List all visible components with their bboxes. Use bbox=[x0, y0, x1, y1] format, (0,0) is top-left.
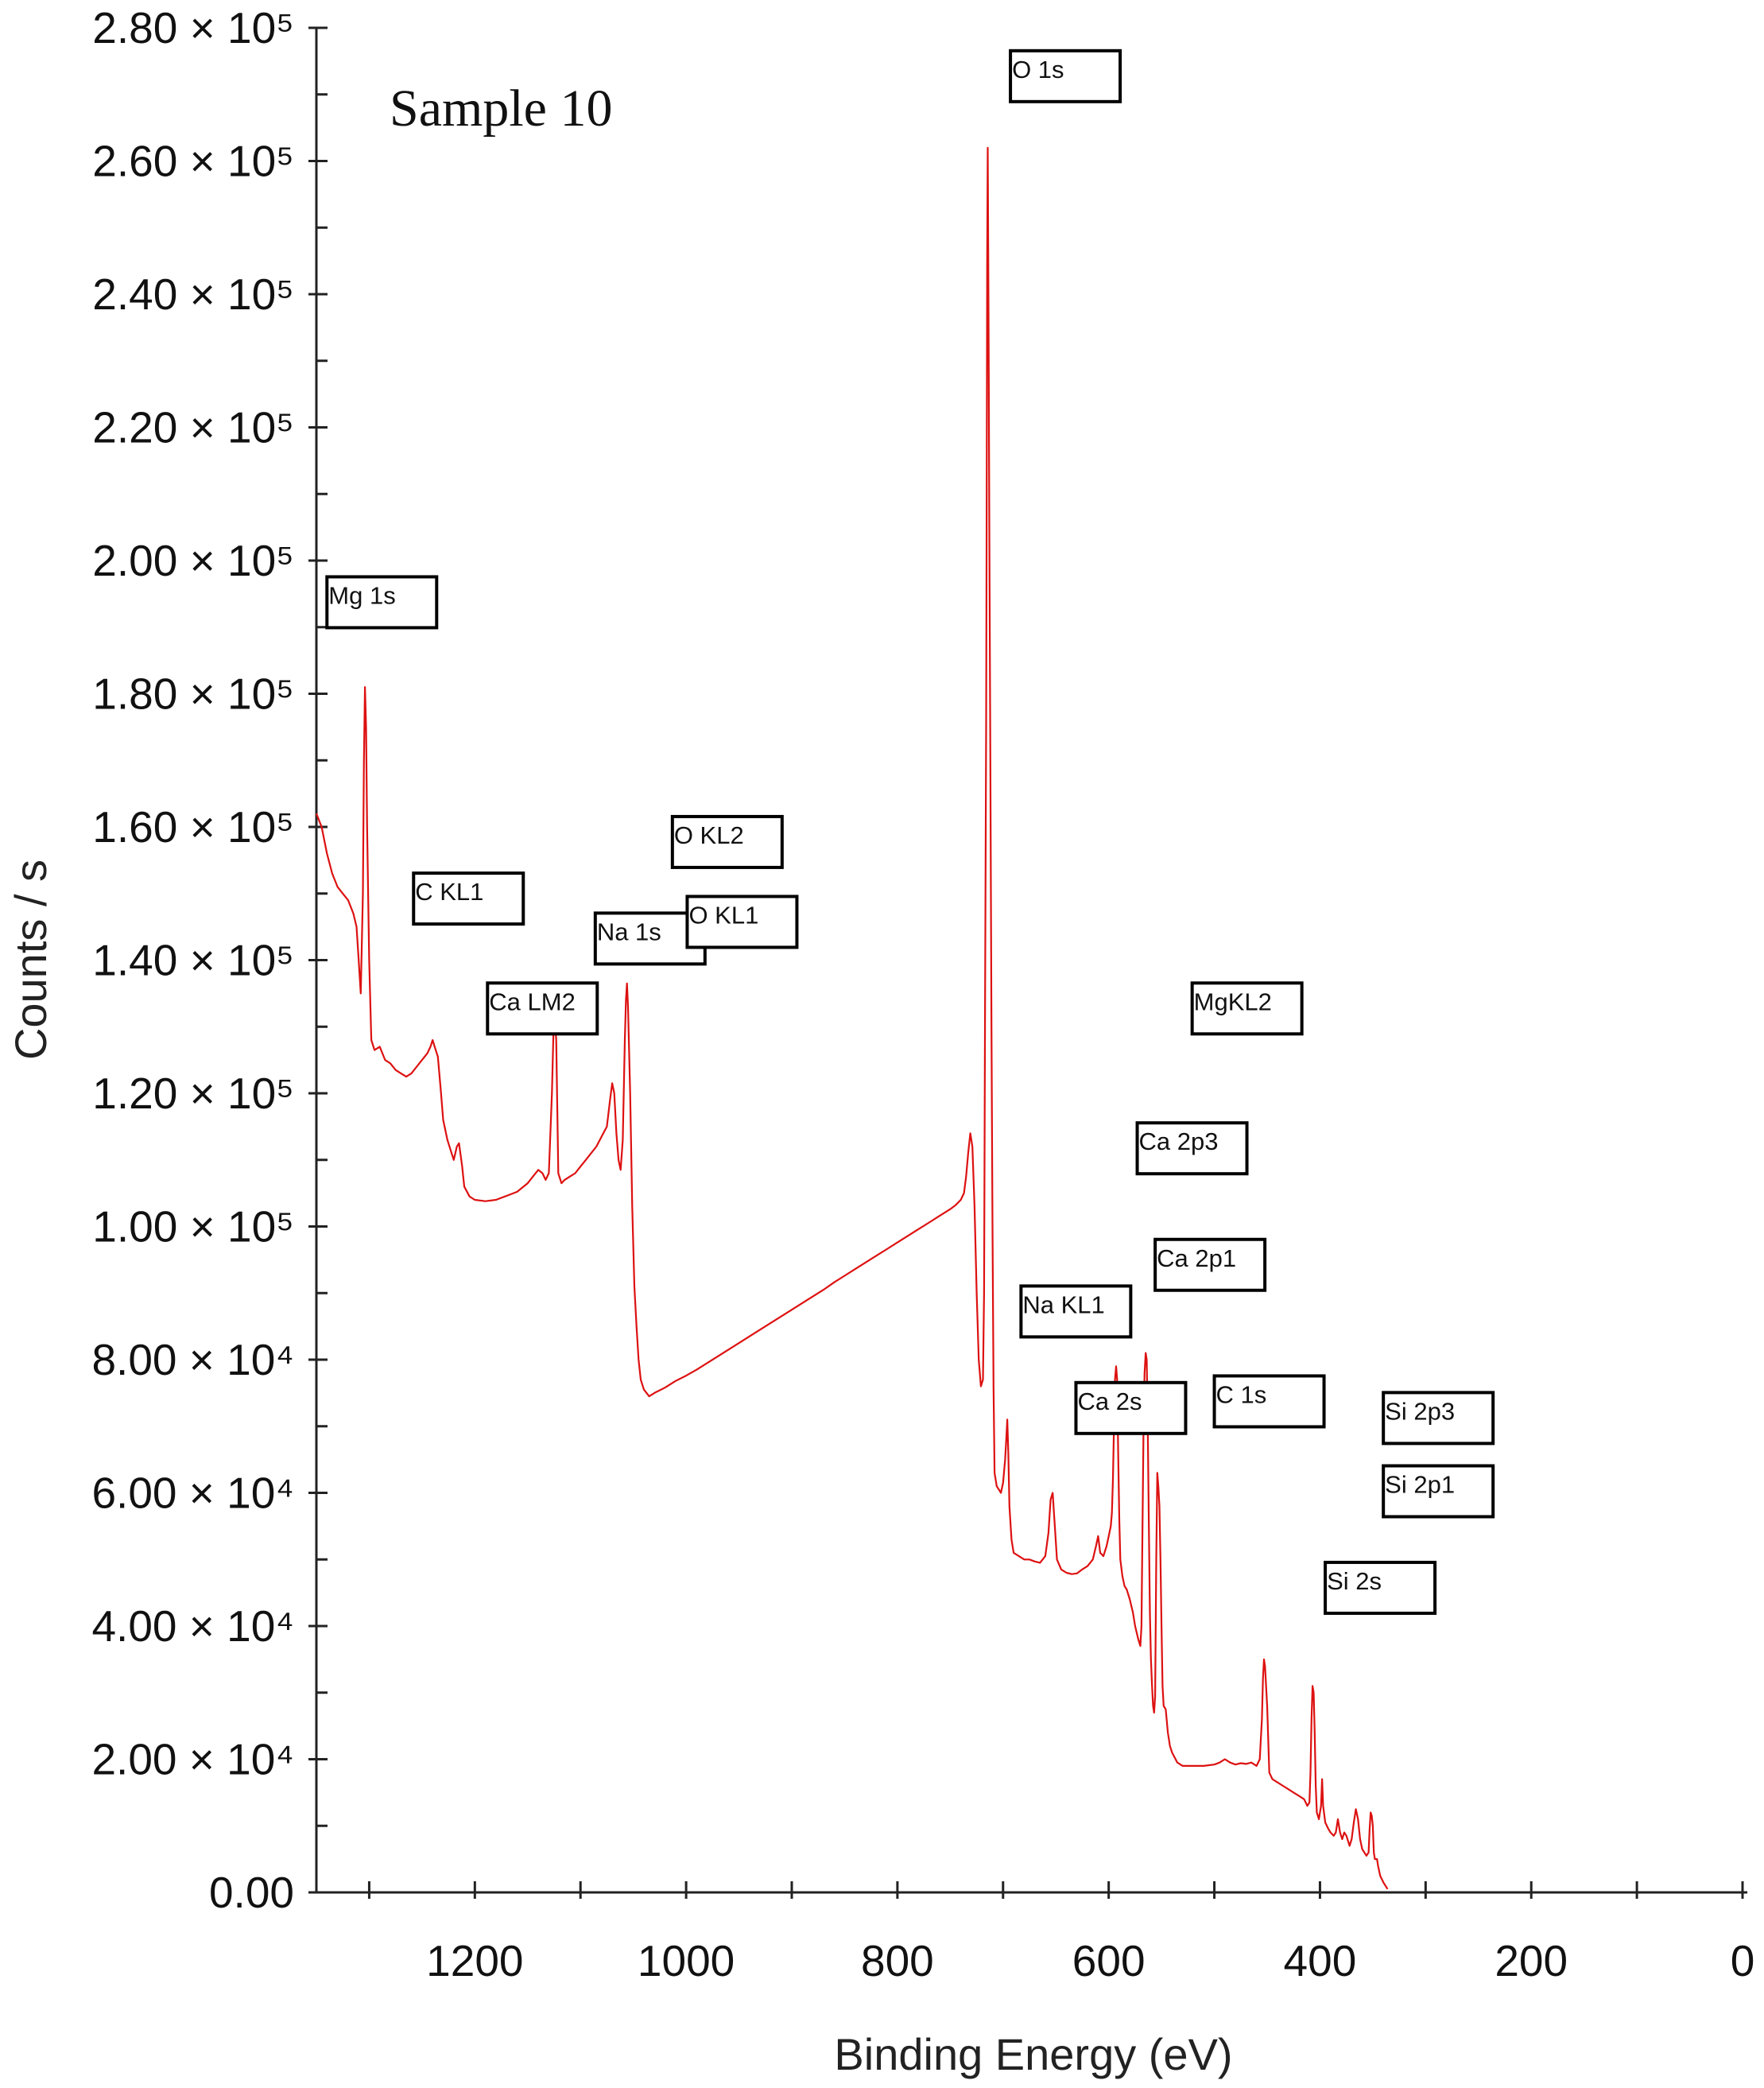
peak-annotation: Si 2s bbox=[1324, 1560, 1437, 1615]
x-tick-label: 400 bbox=[1284, 1936, 1357, 1985]
y-tick-label: 2.60 × 10⁵ bbox=[92, 137, 294, 186]
y-tick-label: 2.00 × 10⁵ bbox=[92, 536, 294, 585]
peak-annotations: Mg 1s C KL1 Na 1s Ca LM2 O KL2 O KL1 O 1s MgKL2… bbox=[325, 49, 1495, 1615]
peak-annotation: Ca 2p1 bbox=[1153, 1237, 1267, 1292]
annotation-label: Ca 2s bbox=[1077, 1387, 1142, 1415]
peak-annotation: C 1s bbox=[1212, 1374, 1326, 1429]
annotation-box bbox=[486, 981, 599, 1036]
annotation-label: C KL1 bbox=[415, 878, 483, 906]
annotation-box bbox=[1153, 1237, 1267, 1292]
annotation-box bbox=[1019, 1284, 1133, 1339]
peak-annotation: Si 2p3 bbox=[1382, 1391, 1495, 1446]
peak-annotation: Si 2p1 bbox=[1382, 1464, 1495, 1519]
peak-annotation: Mg 1s bbox=[325, 575, 439, 630]
peak-annotation: Na KL1 bbox=[1019, 1284, 1133, 1339]
annotation-label: O 1s bbox=[1012, 56, 1064, 83]
peak-annotation: O 1s bbox=[1009, 49, 1122, 103]
annotation-box bbox=[412, 871, 525, 926]
y-tick-label: 8.00 × 10⁴ bbox=[91, 1335, 294, 1384]
annotation-label: Si 2p3 bbox=[1385, 1397, 1455, 1425]
annotation-label: O KL2 bbox=[674, 821, 744, 849]
annotation-box bbox=[1382, 1464, 1495, 1519]
peak-annotation: MgKL2 bbox=[1190, 981, 1304, 1036]
annotation-box bbox=[1009, 49, 1122, 103]
y-tick-label: 1.60 × 10⁵ bbox=[92, 802, 294, 852]
y-tick-label: 2.80 × 10⁵ bbox=[92, 3, 294, 52]
y-axis-title: Counts / s bbox=[6, 860, 56, 1060]
annotation-label: Ca 2p3 bbox=[1139, 1127, 1219, 1155]
annotation-box bbox=[1135, 1121, 1249, 1176]
annotation-label: Mg 1s bbox=[328, 581, 395, 609]
x-tick-label: 200 bbox=[1495, 1936, 1568, 1985]
chart-title: Sample 10 bbox=[390, 80, 612, 138]
x-axis-ticks: 1200 1000 800 600 400 200 0 bbox=[367, 1881, 1755, 1985]
y-axis-ticks: 0.00 2.00 × 10⁴ 4.00 × 10⁴ 6.00 × 10⁴ 8.00 ×… bbox=[91, 3, 328, 1917]
x-tick-label: 0 bbox=[1731, 1936, 1755, 1985]
peak-annotation: C KL1 bbox=[412, 871, 525, 926]
annotation-label: Si 2s bbox=[1327, 1567, 1382, 1595]
annotation-label: Si 2p1 bbox=[1385, 1471, 1455, 1499]
annotation-box bbox=[1074, 1380, 1188, 1435]
y-tick-label: 6.00 × 10⁴ bbox=[91, 1469, 294, 1518]
y-tick-label: 1.00 × 10⁵ bbox=[92, 1202, 294, 1252]
peak-annotation: Ca 2p3 bbox=[1135, 1121, 1249, 1176]
peak-annotation: Ca LM2 bbox=[486, 981, 599, 1036]
annotation-label: Ca LM2 bbox=[489, 988, 576, 1015]
y-tick-label: 1.80 × 10⁵ bbox=[92, 669, 294, 719]
y-tick-label: 1.40 × 10⁵ bbox=[92, 936, 294, 985]
x-tick-label: 800 bbox=[861, 1936, 934, 1985]
y-tick-label: 2.00 × 10⁴ bbox=[91, 1735, 294, 1784]
peak-annotation: Ca 2s bbox=[1074, 1380, 1188, 1435]
x-tick-label: 1200 bbox=[426, 1936, 523, 1985]
peak-annotation: O KL2 bbox=[670, 814, 784, 869]
x-axis-title: Binding Energy (eV) bbox=[834, 2029, 1232, 2079]
annotation-label: Ca 2p1 bbox=[1157, 1244, 1236, 1272]
annotation-label: MgKL2 bbox=[1194, 988, 1272, 1015]
y-tick-label: 0.00 bbox=[209, 1868, 294, 1917]
annotation-box bbox=[670, 814, 784, 869]
peak-annotation: O KL1 bbox=[685, 895, 799, 949]
y-tick-label: 1.20 × 10⁵ bbox=[92, 1069, 294, 1118]
x-tick-label: 600 bbox=[1072, 1936, 1146, 1985]
annotation-label: Na KL1 bbox=[1022, 1290, 1104, 1318]
annotation-label: Na 1s bbox=[597, 918, 661, 945]
annotation-box bbox=[1324, 1560, 1437, 1615]
y-tick-label: 2.40 × 10⁵ bbox=[92, 270, 294, 319]
annotation-box bbox=[1212, 1374, 1326, 1429]
annotation-box bbox=[1382, 1391, 1495, 1446]
annotation-box bbox=[325, 575, 439, 630]
annotation-box bbox=[685, 895, 799, 949]
annotation-label: C 1s bbox=[1216, 1380, 1267, 1408]
series-line bbox=[315, 146, 1389, 1890]
annotation-box bbox=[1190, 981, 1304, 1036]
y-tick-label: 2.20 × 10⁵ bbox=[92, 403, 294, 452]
annotation-label: O KL1 bbox=[688, 901, 758, 929]
x-tick-label: 1000 bbox=[638, 1936, 735, 1985]
y-tick-label: 4.00 × 10⁴ bbox=[91, 1601, 294, 1651]
